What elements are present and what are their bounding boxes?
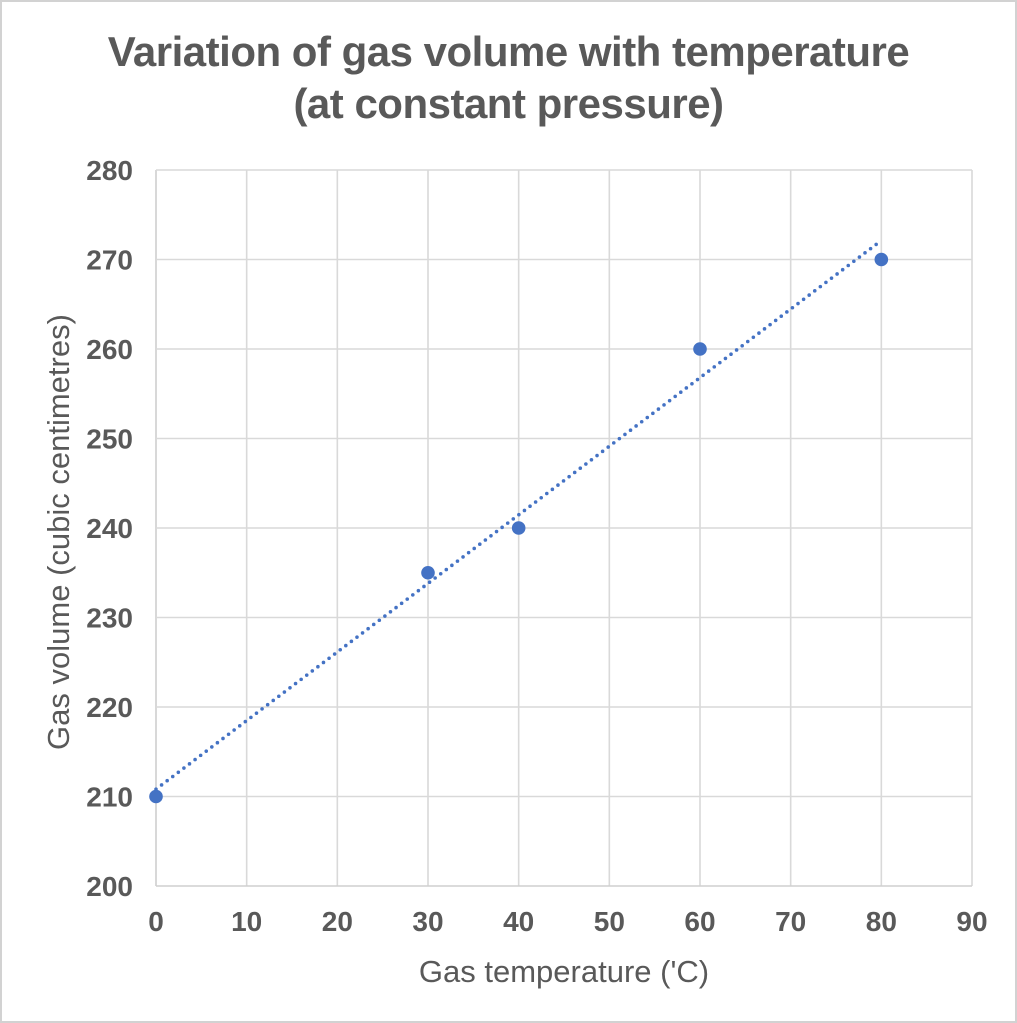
data-point	[511, 521, 526, 535]
trendline	[154, 238, 884, 791]
x-tick-label: 20	[322, 906, 353, 937]
chart-title: Variation of gas volume with temperature…	[2, 26, 1015, 130]
y-tick-label: 210	[86, 782, 133, 813]
y-tick-label: 280	[86, 155, 133, 186]
data-point	[421, 565, 435, 580]
x-axis-title: Gas temperature ('C)	[418, 954, 710, 989]
y-tick-label: 200	[86, 871, 133, 902]
x-tick-label: 60	[684, 906, 715, 937]
x-tick-label: 30	[412, 906, 443, 937]
data-point	[149, 789, 163, 804]
y-tick-label: 270	[86, 245, 133, 276]
x-tick-label: 50	[594, 906, 625, 937]
y-tick-label: 250	[86, 424, 133, 455]
y-tick-label: 240	[86, 513, 133, 544]
data-point	[693, 342, 707, 356]
x-tick-label: 70	[775, 906, 806, 937]
y-tick-label: 260	[86, 334, 133, 365]
chart-title-line1: Variation of gas volume with temperature	[107, 28, 910, 75]
x-tick-label: 80	[866, 906, 897, 937]
y-tick-label: 230	[86, 603, 133, 634]
x-tick-label: 90	[956, 906, 987, 937]
x-tick-label: 40	[503, 906, 534, 937]
x-tick-label: 10	[231, 906, 262, 937]
x-tick-label: 0	[148, 906, 164, 937]
chart-title-line2: (at constant pressure)	[293, 80, 724, 127]
y-tick-label: 220	[86, 692, 133, 723]
data-point	[874, 252, 889, 267]
